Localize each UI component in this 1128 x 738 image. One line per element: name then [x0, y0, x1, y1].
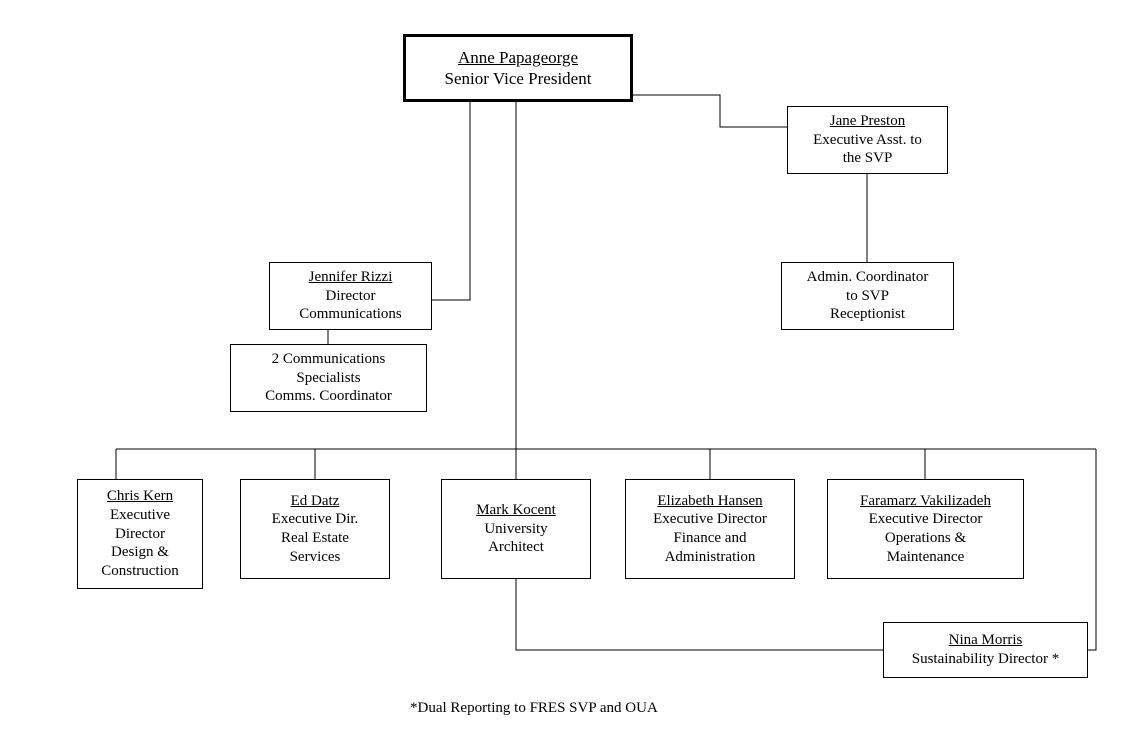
realestate-title-3: Services [290, 548, 341, 567]
node-finadmin: Elizabeth Hansen Executive Director Fina… [625, 479, 795, 579]
node-comms-spec: 2 Communications Specialists Comms. Coor… [230, 344, 427, 412]
architect-name: Mark Kocent [476, 501, 556, 520]
node-ops: Faramarz Vakilizadeh Executive Director … [827, 479, 1024, 579]
comms-dir-title-1: Director [326, 287, 376, 306]
ops-title-1: Executive Director [869, 510, 983, 529]
exec-asst-title-1: Executive Asst. to [813, 131, 922, 150]
admin-coord-line-2: to SVP [846, 287, 889, 306]
comms-dir-name: Jennifer Rizzi [309, 268, 393, 287]
svp-name: Anne Papageorge [458, 47, 578, 68]
ops-title-3: Maintenance [887, 548, 964, 567]
admin-coord-line-1: Admin. Coordinator [807, 268, 929, 287]
design-title-1: Executive [110, 506, 170, 525]
design-title-2: Director [115, 525, 165, 544]
admin-coord-line-3: Receptionist [830, 305, 905, 324]
node-realestate: Ed Datz Executive Dir. Real Estate Servi… [240, 479, 390, 579]
node-sustain: Nina Morris Sustainability Director * [883, 622, 1088, 678]
sustain-title: Sustainability Director * [912, 650, 1059, 669]
realestate-title-2: Real Estate [281, 529, 349, 548]
architect-title-2: Architect [488, 538, 544, 557]
design-title-3: Design & [111, 543, 169, 562]
svp-title: Senior Vice President [445, 68, 592, 89]
comms-dir-title-2: Communications [299, 305, 402, 324]
comms-spec-line-2: Specialists [296, 369, 360, 388]
node-svp: Anne Papageorge Senior Vice President [403, 34, 633, 102]
exec-asst-name: Jane Preston [830, 112, 905, 131]
finadmin-title-3: Administration [665, 548, 756, 567]
node-architect: Mark Kocent University Architect [441, 479, 591, 579]
finadmin-title-2: Finance and [674, 529, 747, 548]
finadmin-title-1: Executive Director [653, 510, 767, 529]
design-name: Chris Kern [107, 487, 173, 506]
comms-spec-line-3: Comms. Coordinator [265, 387, 392, 406]
node-comms-dir: Jennifer Rizzi Director Communications [269, 262, 432, 330]
realestate-title-1: Executive Dir. [272, 510, 359, 529]
node-exec-asst: Jane Preston Executive Asst. to the SVP [787, 106, 948, 174]
footnote: *Dual Reporting to FRES SVP and OUA [410, 700, 658, 717]
realestate-name: Ed Datz [291, 492, 340, 511]
comms-spec-line-1: 2 Communications [272, 350, 386, 369]
sustain-name: Nina Morris [949, 631, 1023, 650]
ops-title-2: Operations & [885, 529, 966, 548]
ops-name: Faramarz Vakilizadeh [860, 492, 991, 511]
design-title-4: Construction [101, 562, 179, 581]
node-admin-coord: Admin. Coordinator to SVP Receptionist [781, 262, 954, 330]
architect-title-1: University [484, 520, 547, 539]
exec-asst-title-2: the SVP [843, 149, 893, 168]
node-design: Chris Kern Executive Director Design & C… [77, 479, 203, 589]
finadmin-name: Elizabeth Hansen [657, 492, 762, 511]
